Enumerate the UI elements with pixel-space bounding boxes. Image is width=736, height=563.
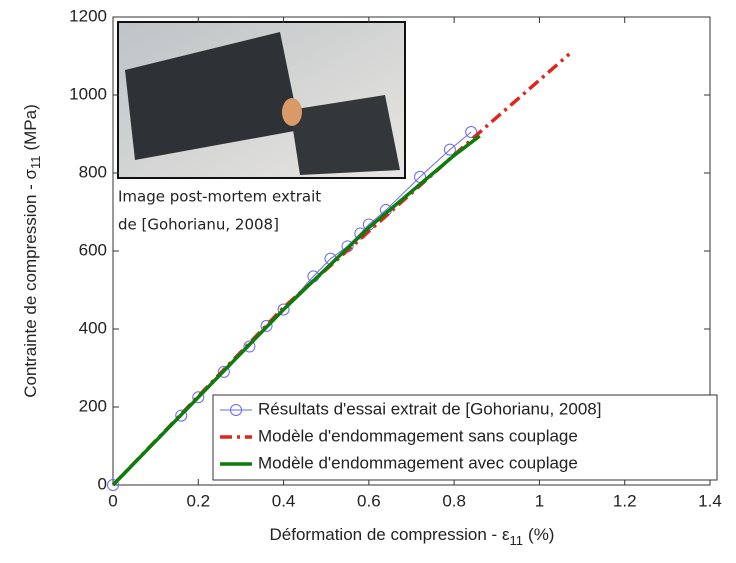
x-tick-label: 0.4 xyxy=(272,491,296,510)
x-axis-label-text: Déformation de compression - ε xyxy=(270,525,510,544)
x-axis-label-sub: 11 xyxy=(510,533,524,548)
x-axis-label-unit: (%) xyxy=(528,525,554,544)
x-tick-label: 1 xyxy=(535,491,544,510)
inset-caption: de [Gohorianu, 2008] xyxy=(118,216,279,234)
legend-label: Modèle d'endommagement avec couplage xyxy=(258,453,578,472)
x-tick-label: 0.2 xyxy=(186,491,210,510)
x-tick-label: 0.8 xyxy=(442,491,466,510)
y-axis-label-unit: (MPa) xyxy=(21,104,40,150)
legend-label: Modèle d'endommagement sans couplage xyxy=(258,426,578,445)
data-point xyxy=(107,479,119,491)
legend-box xyxy=(212,394,718,481)
data-point xyxy=(243,340,256,353)
x-tick-label: 1.4 xyxy=(698,491,722,510)
legend: Résultats d'essai extrait de [Gohorianu,… xyxy=(212,394,718,481)
y-tick-label: 1200 xyxy=(69,6,107,25)
data-point xyxy=(443,143,456,156)
x-axis-label: Déformation de compression - ε11 (%) xyxy=(270,525,555,548)
y-axis-label: Contrainte de compression - σ11 (MPa) xyxy=(21,104,43,398)
y-axis-label-text: Contrainte de compression - σ xyxy=(21,169,40,398)
data-point xyxy=(192,391,205,404)
data-point xyxy=(217,365,230,378)
x-tick-label: 1.2 xyxy=(613,491,637,510)
x-tick-label: 0 xyxy=(108,491,117,510)
inset-photo xyxy=(117,21,406,179)
photo-fracture xyxy=(282,98,302,126)
series-line xyxy=(111,134,481,487)
y-tick-label: 200 xyxy=(79,396,107,415)
y-tick-label: 0 xyxy=(98,474,107,493)
photo-specimen xyxy=(290,95,400,175)
legend-label: Résultats d'essai extrait de [Gohorianu,… xyxy=(258,399,601,418)
inset-caption: Image post-mortem extrait xyxy=(118,188,321,206)
legend-marker xyxy=(230,404,242,416)
data-point xyxy=(277,303,290,316)
y-axis-label-sub: 11 xyxy=(28,156,43,170)
data-point xyxy=(260,319,273,332)
data-point xyxy=(465,126,478,139)
photo-specimen xyxy=(125,32,300,160)
y-tick-label: 800 xyxy=(79,162,107,181)
y-tick-label: 600 xyxy=(79,240,107,259)
y-tick-label: 1000 xyxy=(69,84,107,103)
y-tick-label: 400 xyxy=(79,318,107,337)
x-tick-label: 0.6 xyxy=(357,491,381,510)
data-point xyxy=(175,409,188,422)
